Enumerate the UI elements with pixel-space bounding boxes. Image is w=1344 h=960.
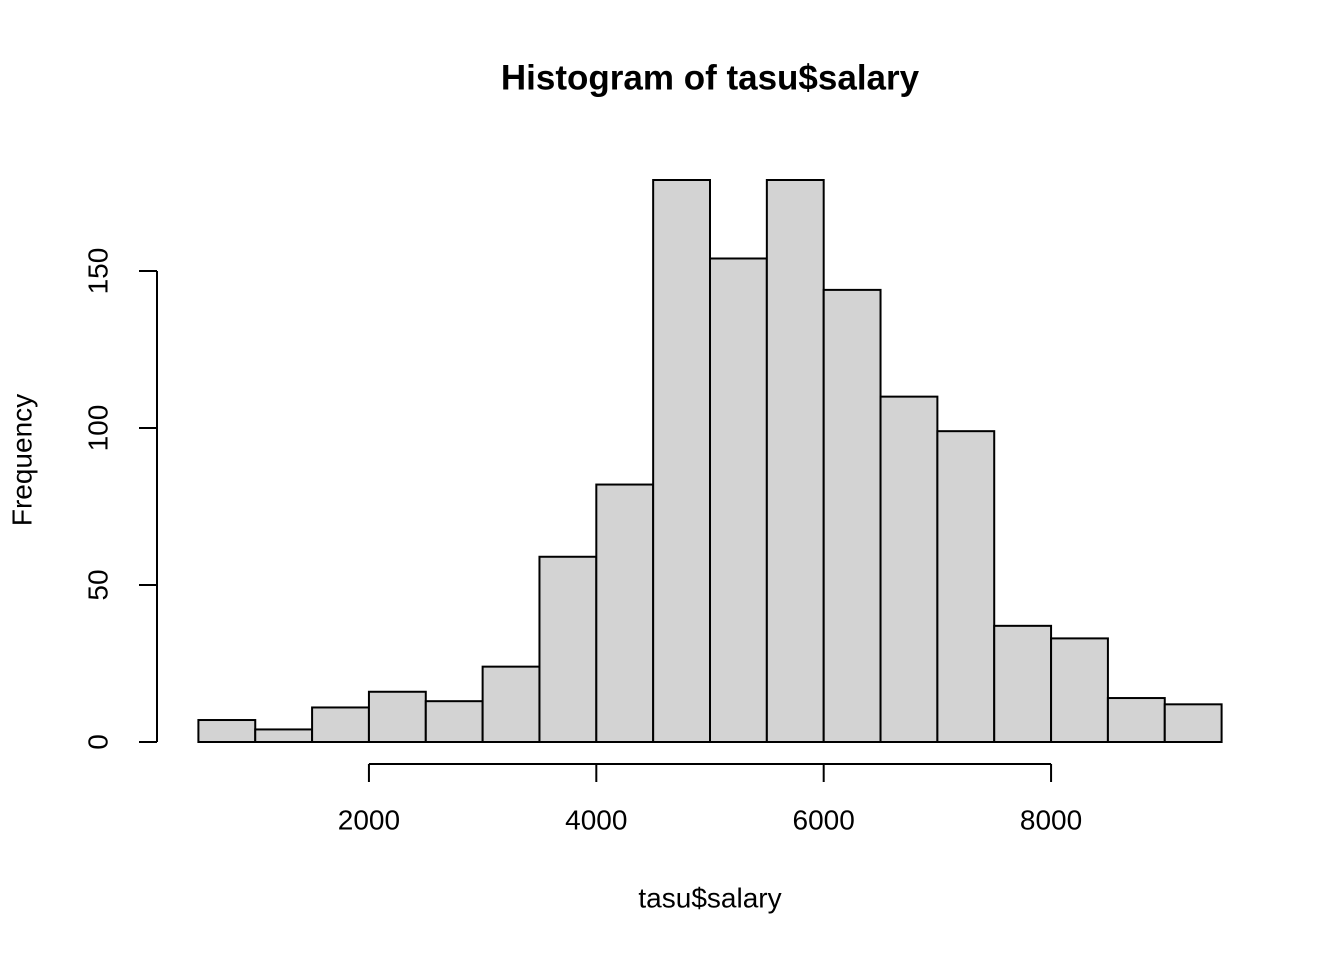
- bar: [424, 700, 484, 744]
- x-tick-label: 6000: [793, 804, 855, 835]
- y-tick-label: 50: [82, 569, 113, 600]
- bar: [1106, 697, 1166, 743]
- x-axis-title: tasu$salary: [638, 882, 781, 913]
- bar: [538, 555, 598, 743]
- y-tick-label: 150: [82, 248, 113, 295]
- y-tick-label: 100: [82, 405, 113, 452]
- bar: [936, 430, 996, 743]
- x-tick-label: 2000: [338, 804, 400, 835]
- y-tick-label: 0: [82, 734, 113, 750]
- y-axis-title: Frequency: [6, 394, 37, 526]
- bar: [1050, 637, 1109, 743]
- chart-title: Histogram of tasu$salary: [501, 58, 920, 97]
- bar: [481, 665, 541, 744]
- bar: [367, 690, 427, 744]
- x-tick-label: 8000: [1020, 804, 1082, 835]
- bar: [652, 179, 712, 743]
- bar: [311, 706, 370, 743]
- bar: [709, 257, 768, 743]
- bar: [197, 719, 257, 743]
- bar: [765, 179, 825, 743]
- bar: [1163, 703, 1223, 744]
- bar: [254, 728, 314, 744]
- bar: [993, 624, 1053, 743]
- x-tick-label: 4000: [565, 804, 627, 835]
- bar: [879, 395, 939, 743]
- bar: [595, 483, 655, 743]
- bar: [822, 288, 882, 743]
